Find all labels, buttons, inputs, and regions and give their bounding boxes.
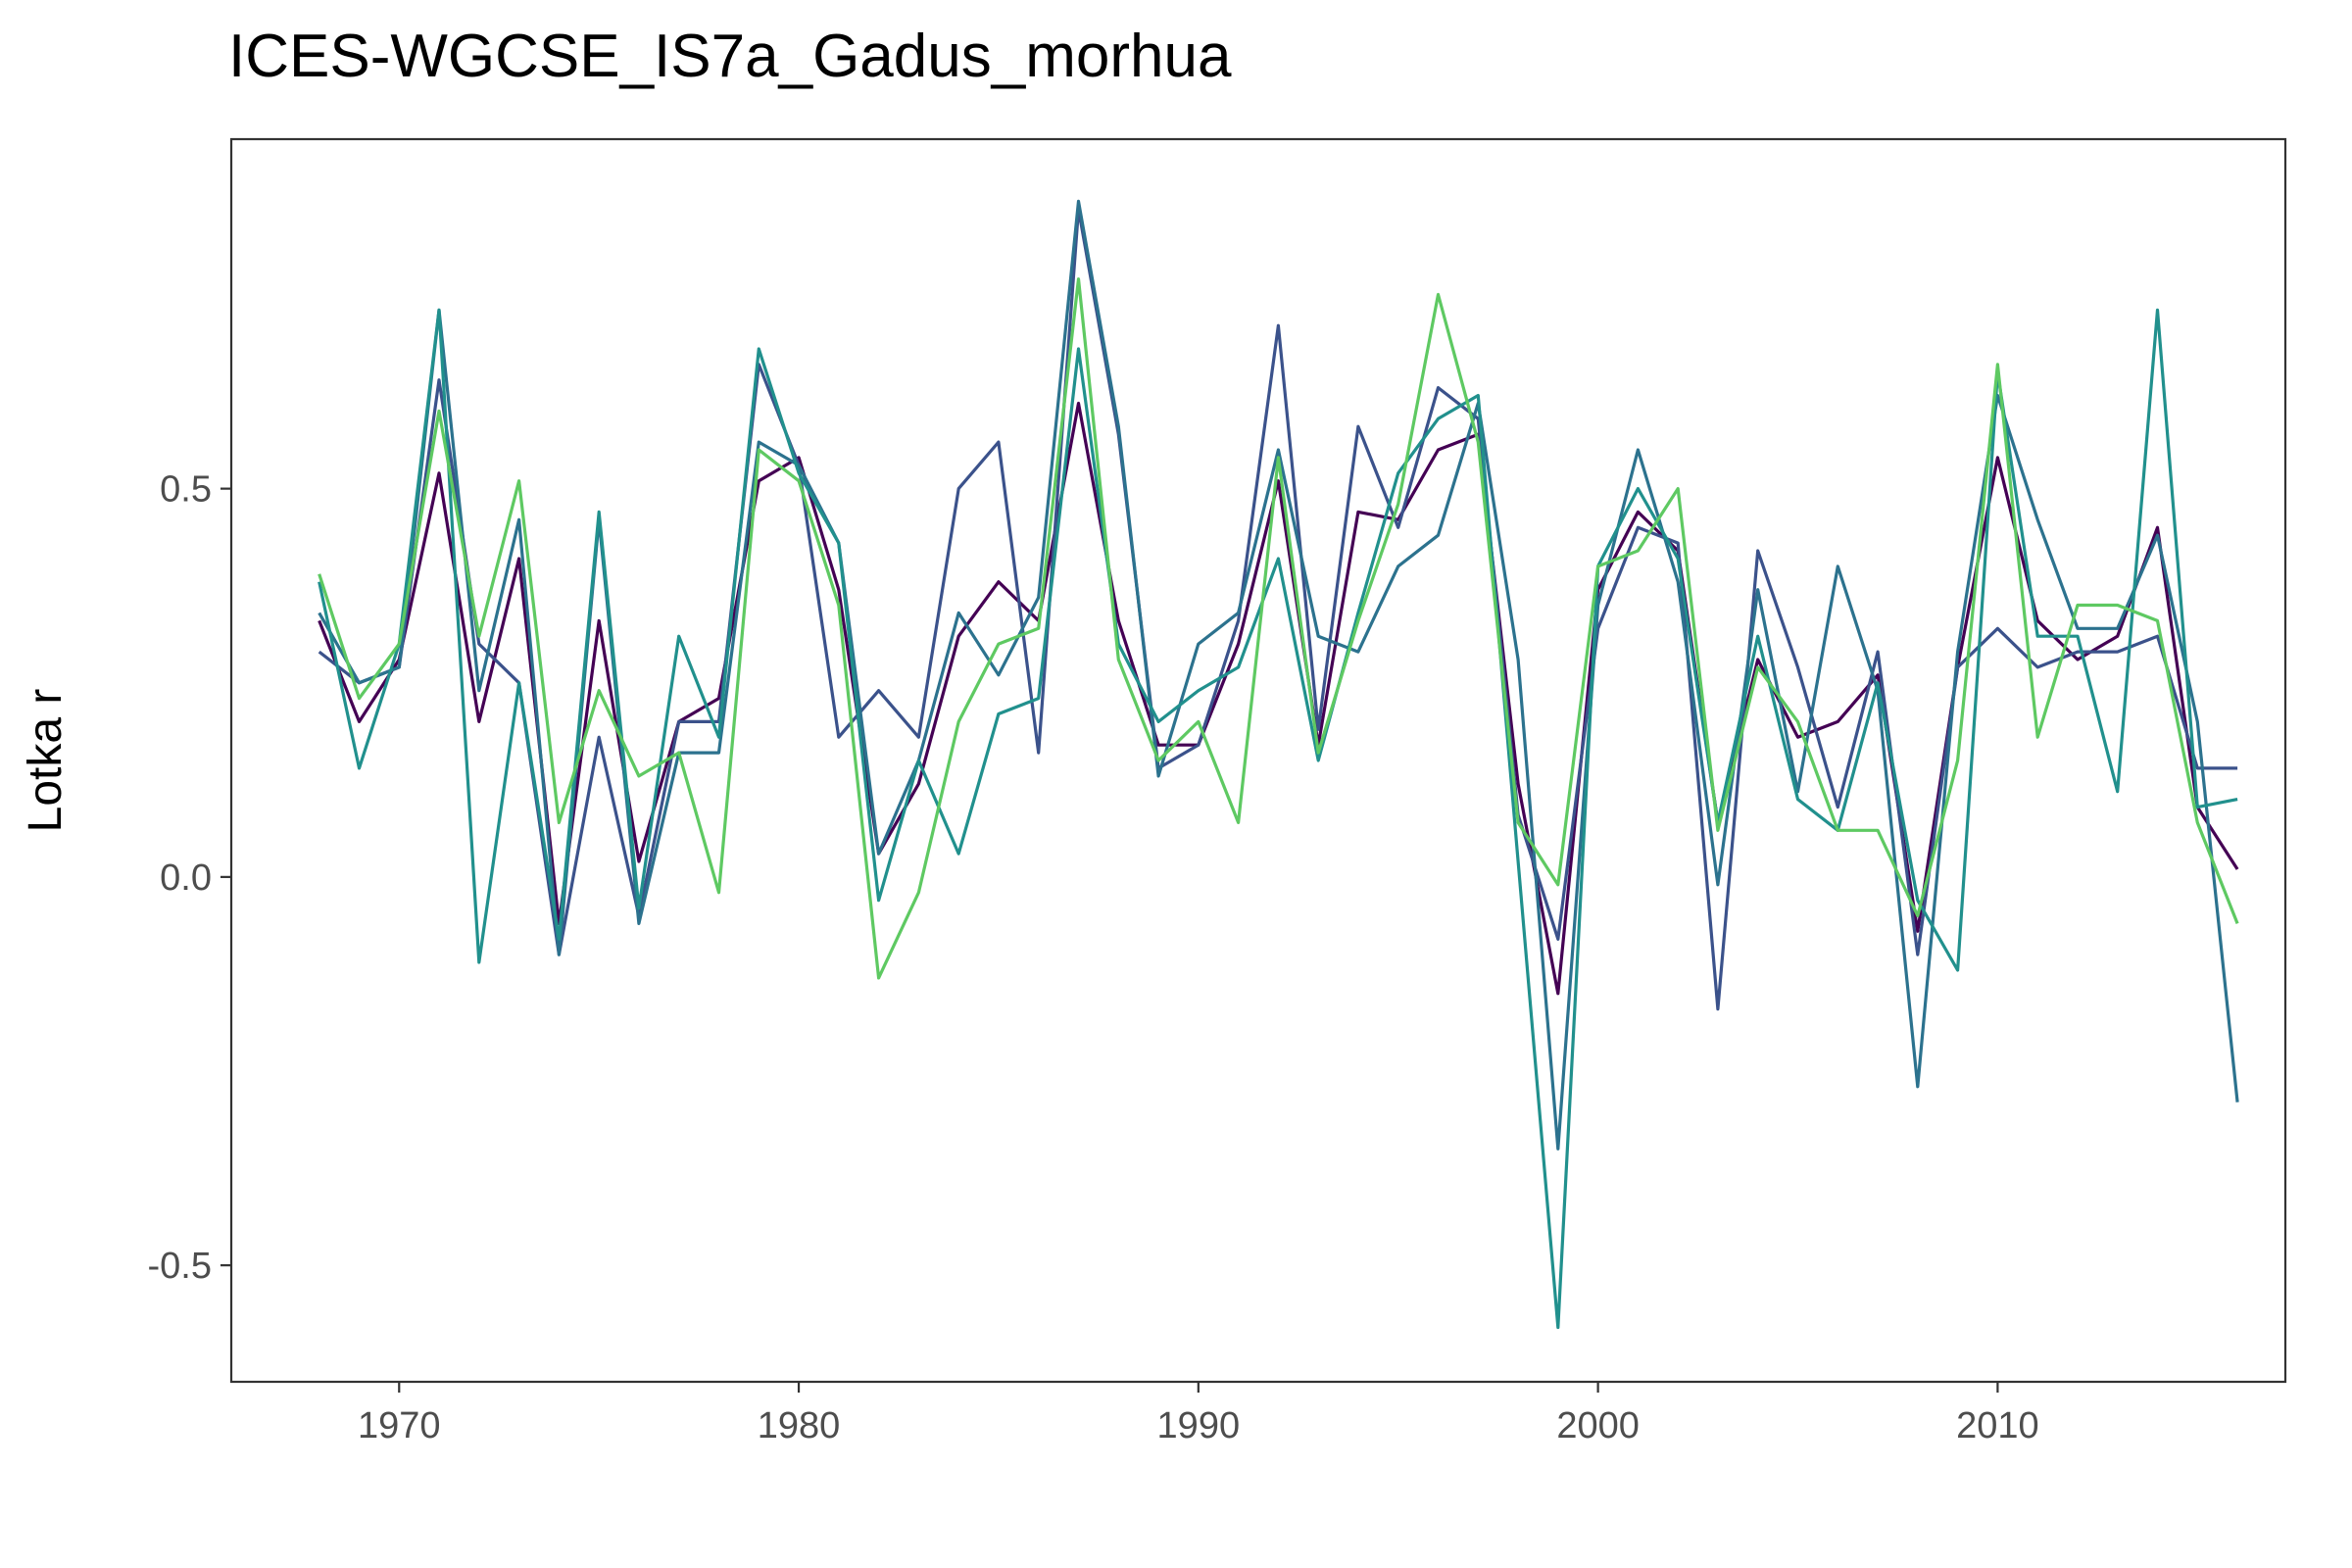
- y-tick-label: -0.5: [148, 1246, 212, 1287]
- x-tick-label: 1980: [758, 1405, 841, 1446]
- series-line-1: [318, 401, 2239, 996]
- series-line-5: [318, 277, 2239, 980]
- series-line-4: [318, 308, 2238, 1330]
- chart-title: ICES-WGCSE_IS7a_Gadus_morhua: [228, 23, 1232, 90]
- panel-border: [229, 137, 2287, 1384]
- y-tick-label: 0.0: [160, 858, 212, 899]
- x-axis: 1970 1980 1990 2000 2010: [358, 1382, 2039, 1446]
- x-tick-label: 2000: [1556, 1405, 1640, 1446]
- x-tick-label: 1990: [1157, 1405, 1241, 1446]
- series-layer: [318, 199, 2239, 1330]
- x-tick-label: 2010: [1956, 1405, 2039, 1446]
- y-tick-label: 0.5: [160, 469, 212, 511]
- x-tick-label: 1970: [358, 1405, 441, 1446]
- y-axis: -0.5 0.0 0.5: [148, 469, 231, 1287]
- series-line-3: [318, 199, 2239, 1151]
- y-axis-title: Lotka r: [20, 689, 72, 833]
